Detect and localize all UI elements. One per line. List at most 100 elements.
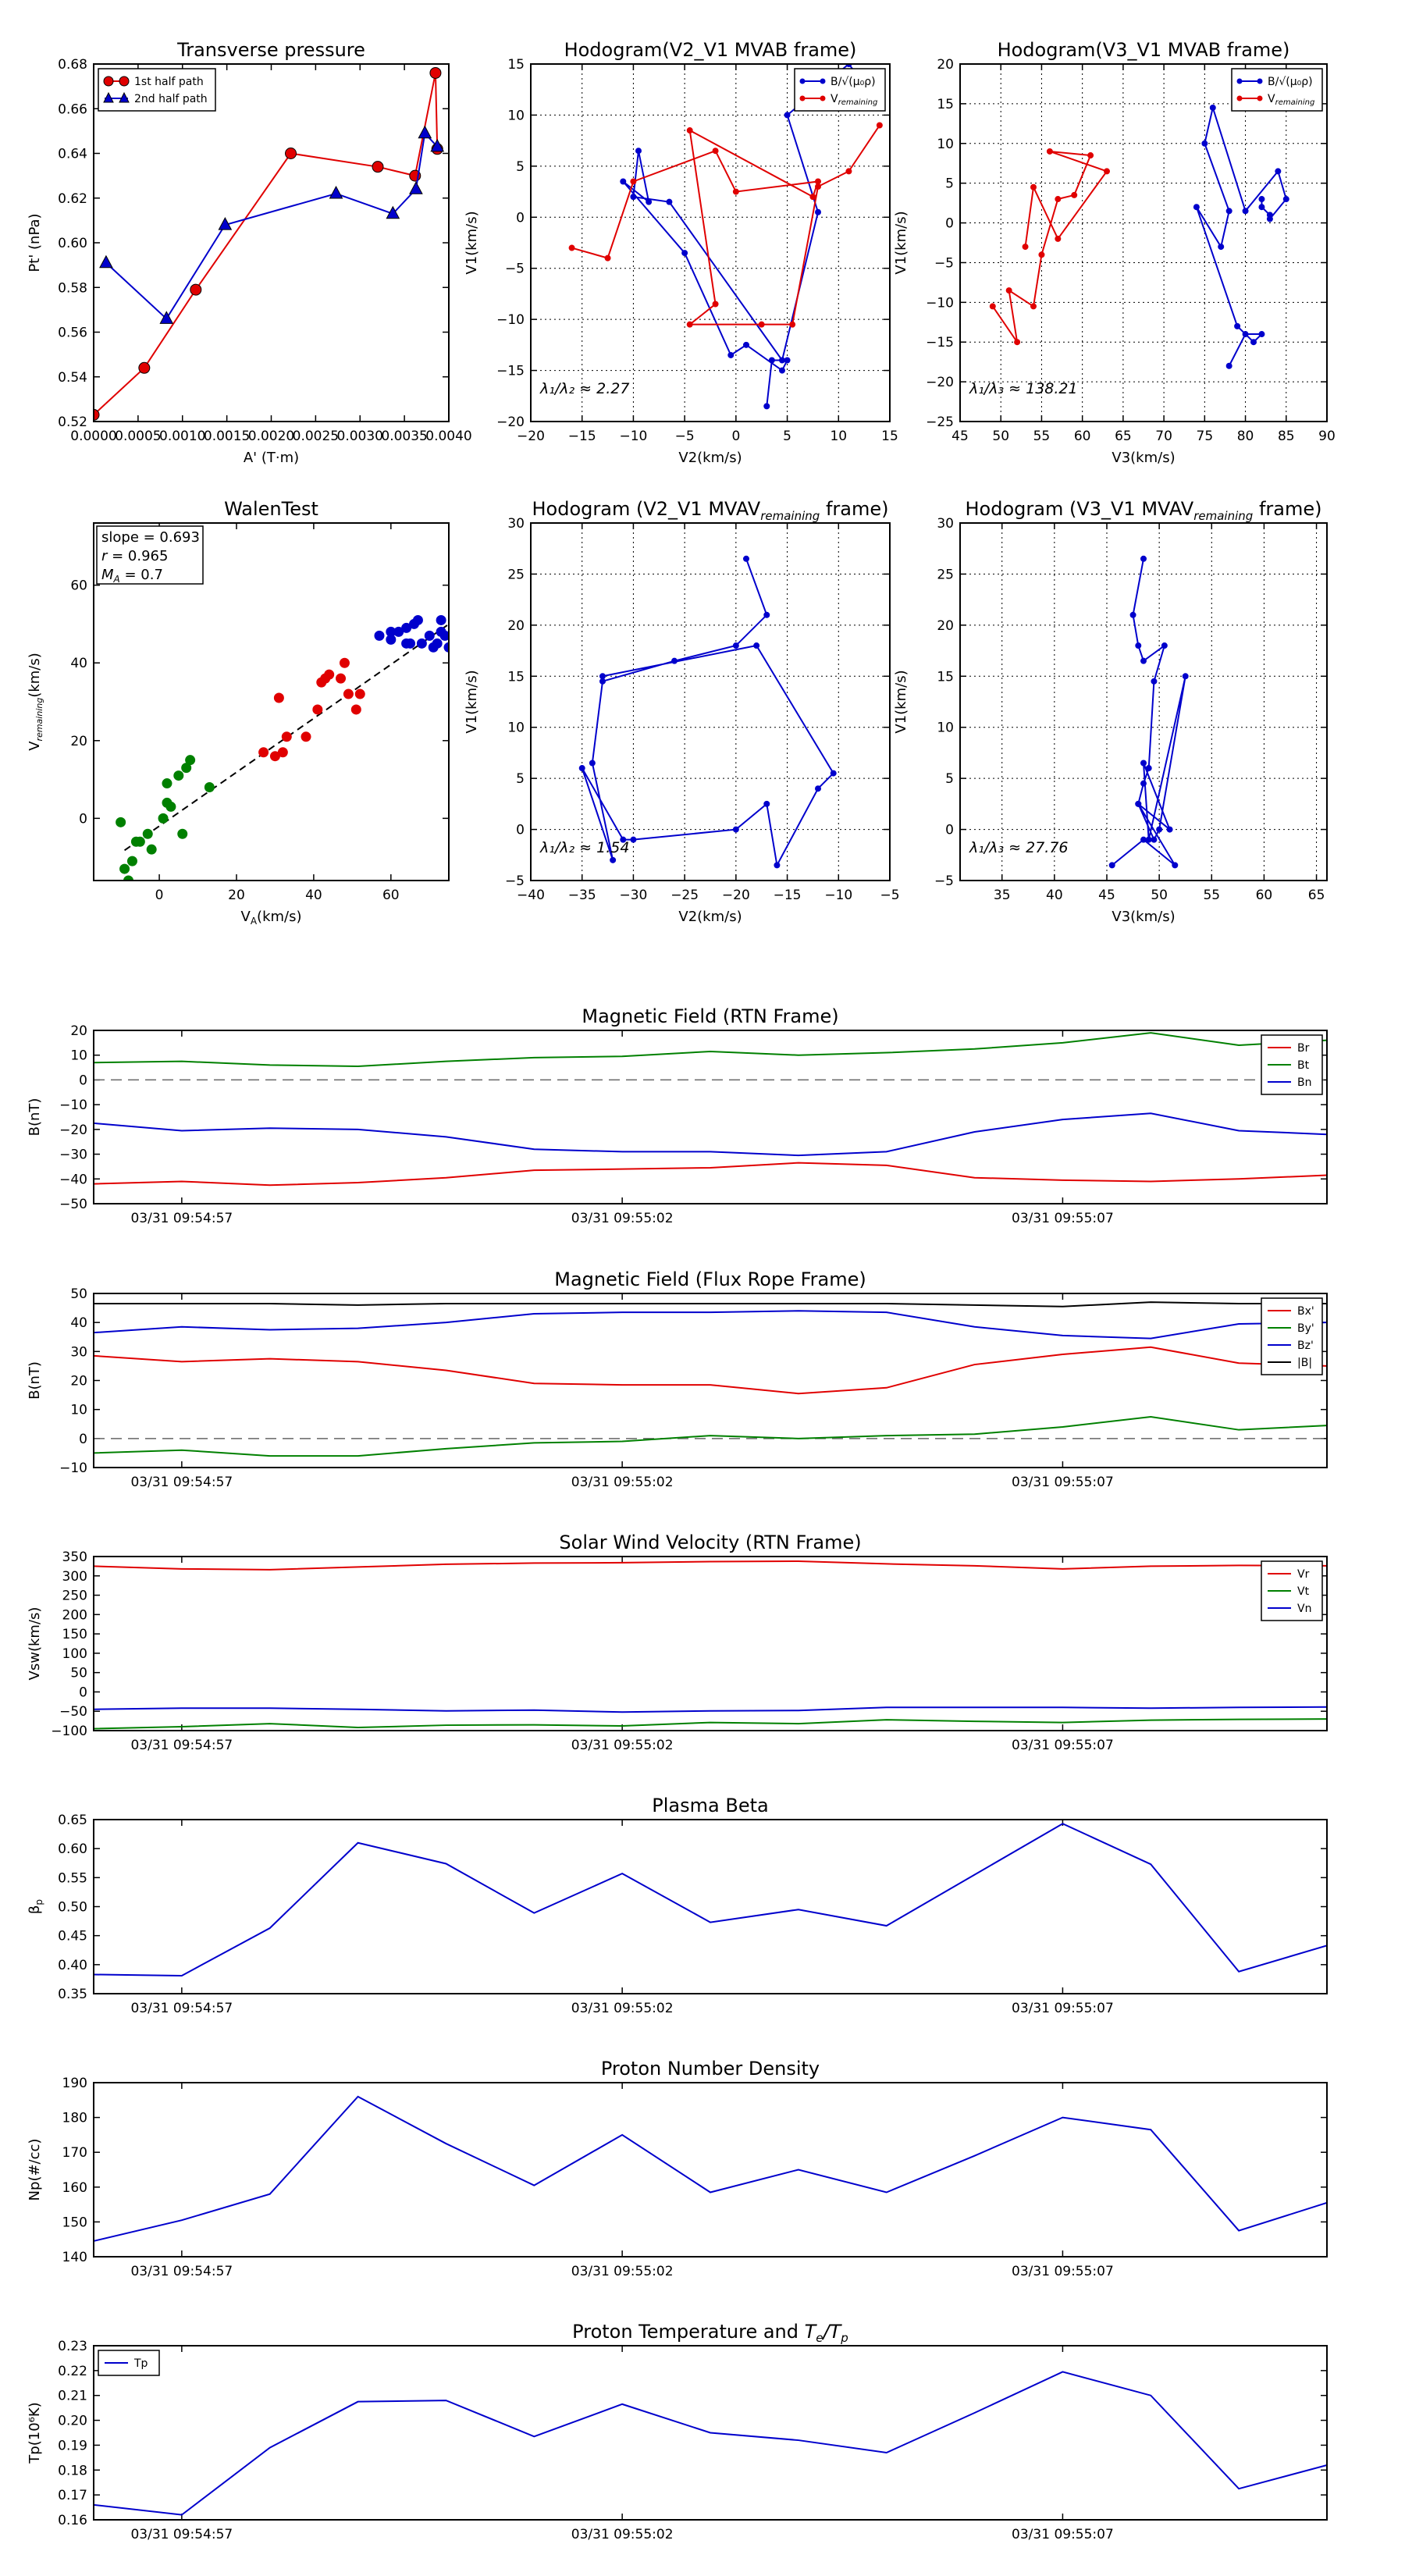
data-point — [1022, 244, 1029, 251]
y-tick-label: 0.64 — [58, 147, 87, 162]
series-line-Np — [94, 2095, 1327, 2242]
data-point — [285, 148, 297, 159]
data-point — [630, 836, 637, 843]
y-tick-label: 100 — [62, 1646, 87, 1662]
series-line-beta — [94, 1823, 1327, 1976]
data-point — [815, 183, 821, 190]
x-tick-label: −25 — [670, 888, 699, 903]
data-point — [329, 185, 343, 199]
legend-label: Bn — [1297, 1076, 1311, 1089]
y-axis-label: Pt' (nPa) — [27, 213, 43, 272]
y-tick-label: 0.56 — [58, 326, 87, 341]
data-point — [409, 181, 423, 194]
axes-frame — [93, 522, 450, 881]
data-point — [1258, 331, 1265, 338]
y-tick-label: 10 — [937, 137, 954, 152]
data-point — [1161, 642, 1168, 649]
y-tick-label: 180 — [62, 2111, 87, 2126]
chart-ts4: Plasma Beta 0.35 0.40 0.45 0.50 0.55 0.60 0.65 0… — [27, 1795, 1328, 2016]
y-tick-label: −10 — [926, 295, 954, 311]
legend-marker — [1236, 95, 1243, 101]
chart-title: Hodogram(V2_V1 MVAB frame) — [564, 39, 857, 61]
data-point — [712, 301, 719, 308]
y-tick-label: 150 — [62, 1627, 87, 1642]
data-point — [1182, 673, 1189, 680]
x-tick-label: 15 — [881, 429, 898, 444]
legend-subscript: remaining — [1275, 98, 1315, 107]
y-tick-label: −50 — [59, 1704, 87, 1720]
series-line-|B| — [94, 1301, 1327, 1308]
data-point — [1104, 168, 1110, 175]
y-tick-label: 60 — [70, 578, 87, 594]
series-line-Vt — [94, 1718, 1327, 1730]
data-point — [1201, 140, 1208, 147]
chart-ts5: Proton Number Density 140 150 160 170 180 190 0… — [27, 2058, 1328, 2279]
data-point — [620, 178, 627, 185]
legend-marker — [103, 76, 114, 87]
y-tick-label: 0.17 — [58, 2488, 87, 2503]
eigen-ratio-label: λ₁/λ₂ ≈ 1.54 — [539, 839, 629, 856]
legend-box — [98, 68, 216, 112]
chart-h1: Hodogram(V2_V1 MVAB frame) −20 −15 −10 −5 0 5 1… — [464, 39, 898, 466]
data-point — [1087, 152, 1094, 159]
x-axis-label: V2(km/s) — [678, 450, 742, 466]
data-point — [845, 168, 852, 175]
data-point — [1140, 780, 1147, 787]
data-point — [1071, 191, 1078, 198]
data-point — [1282, 196, 1289, 203]
x-tick-label: 60 — [1074, 429, 1091, 444]
scatter-point — [316, 677, 327, 688]
chart-ts3: Solar Wind Velocity (RTN Frame) −100 −50 0 5… — [27, 1532, 1328, 1753]
y-tick-label: 0.23 — [58, 2339, 87, 2354]
chart-title: Hodogram (V2_V1 MVAVremaining frame) — [532, 498, 889, 523]
data-point — [743, 341, 749, 348]
x-tick-label: −20 — [722, 888, 750, 903]
fit-line — [123, 623, 449, 852]
y-tick-label: 190 — [62, 2076, 87, 2091]
y-tick-label: 0.45 — [58, 1929, 87, 1944]
data-point — [1166, 826, 1173, 833]
y-tick-label: −5 — [505, 873, 525, 889]
data-point — [1038, 251, 1045, 258]
scatter-point — [258, 747, 269, 758]
scatter-point — [374, 630, 385, 641]
y-tick-label: 0 — [79, 1432, 87, 1447]
x-tick-label: 75 — [1197, 429, 1214, 444]
data-point — [599, 678, 606, 685]
y-tick-label: 20 — [70, 1374, 87, 1389]
y-tick-label: 30 — [70, 1344, 87, 1360]
x-tick-label: −35 — [568, 888, 596, 903]
data-point — [774, 862, 781, 869]
chart-title: Solar Wind Velocity (RTN Frame) — [559, 1532, 861, 1553]
scatter-point — [146, 844, 157, 855]
x-tick-label: 5 — [783, 429, 791, 444]
data-point — [1225, 362, 1232, 369]
x-tick-label: 40 — [1046, 888, 1063, 903]
data-point — [1258, 204, 1265, 211]
data-point — [753, 642, 760, 649]
legend-marker — [1236, 78, 1243, 84]
y-tick-label: −10 — [59, 1461, 87, 1476]
y-tick-label: 0.54 — [58, 370, 87, 386]
chart-title: Transverse pressure — [176, 39, 365, 61]
x-tick-label: 70 — [1155, 429, 1172, 444]
scatter-point — [412, 614, 423, 625]
y-tick-label: 40 — [70, 1315, 87, 1331]
y-tick-label: 20 — [70, 734, 87, 749]
axes-frame — [93, 2082, 1328, 2258]
data-point — [94, 408, 100, 421]
data-point — [646, 198, 653, 205]
plot-area — [94, 2095, 1327, 2242]
data-point — [430, 138, 445, 152]
axes-frame — [93, 1293, 1328, 1468]
y-tick-label: 0.35 — [58, 1987, 87, 2002]
y-tick-label: 0 — [79, 1073, 87, 1088]
y-tick-label: 10 — [70, 1048, 87, 1064]
legend-marker — [799, 78, 806, 84]
data-point — [610, 856, 617, 863]
label-rest: (km/s) — [257, 909, 301, 925]
chart-ts6: Proton Temperature and Te/Tp0.160.170.18… — [27, 2321, 1328, 2542]
y-tick-label: 5 — [516, 771, 525, 787]
scatter-point — [134, 836, 145, 847]
chart-h4: Hodogram (V3_V1 MVAVremaining frame) −5 0 5… — [893, 498, 1328, 925]
